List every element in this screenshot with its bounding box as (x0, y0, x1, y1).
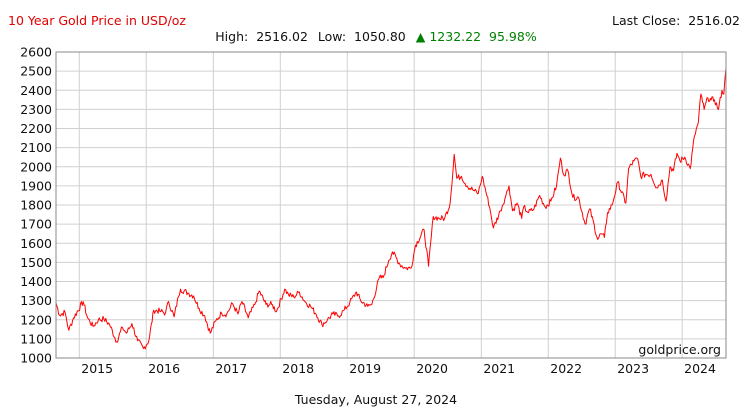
y-tick-label: 1200 (20, 312, 52, 327)
x-tick-label: 2018 (282, 361, 314, 376)
x-tick-label: 2016 (148, 361, 180, 376)
y-tick-label: 2600 (20, 45, 52, 60)
y-axis-ticks: 1000 1100 1200 1300 1400 1500 1600 1700 1800 1900… (20, 45, 52, 366)
last-close-text: Last Close: 2516.02 (612, 13, 740, 28)
y-tick-label: 2100 (20, 140, 52, 155)
y-tick-label: 1800 (20, 198, 52, 213)
y-tick-label: 1600 (20, 236, 52, 251)
last-close-label: Last Close: (612, 13, 680, 28)
x-tick-label: 2024 (684, 361, 716, 376)
price-line (55, 68, 727, 350)
date-caption: Tuesday, August 27, 2024 (294, 392, 457, 407)
grid (56, 51, 726, 359)
x-tick-label: 2017 (215, 361, 247, 376)
y-tick-label: 1300 (20, 293, 52, 308)
watermark: goldprice.org (638, 342, 721, 357)
x-tick-label: 2019 (349, 361, 381, 376)
low-label: Low: (318, 29, 346, 44)
low-value: 1050.80 (354, 29, 406, 44)
high-value: 2516.02 (256, 29, 308, 44)
x-tick-label: 2021 (483, 361, 515, 376)
x-tick-label: 2015 (81, 361, 113, 376)
y-tick-label: 2000 (20, 159, 52, 174)
change-up-icon: ▲ (416, 29, 426, 44)
stats-line: High: 2516.02 Low: 1050.80 ▲ 1232.22 95.… (215, 29, 537, 44)
plot-frame (55, 51, 727, 359)
y-tick-label: 1700 (20, 217, 52, 232)
high-label: High: (215, 29, 248, 44)
y-tick-label: 2500 (20, 64, 52, 79)
y-tick-label: 1000 (20, 351, 52, 366)
x-tick-label: 2020 (416, 361, 448, 376)
chart-title: 10 Year Gold Price in USD/oz (8, 13, 186, 28)
y-tick-label: 2400 (20, 83, 52, 98)
x-axis-ticks: 2015 2016 2017 2018 2019 2020 2021 2022 2023 2024 (81, 361, 716, 376)
y-tick-label: 1900 (20, 178, 52, 193)
change-percent: 95.98% (489, 29, 537, 44)
y-tick-label: 2300 (20, 102, 52, 117)
change-value: 1232.22 (429, 29, 481, 44)
last-close-value: 2516.02 (688, 13, 740, 28)
x-tick-label: 2022 (550, 361, 582, 376)
y-tick-label: 2200 (20, 121, 52, 136)
x-tick-label: 2023 (617, 361, 649, 376)
y-tick-label: 1400 (20, 274, 52, 289)
y-tick-label: 1500 (20, 255, 52, 270)
y-tick-label: 1100 (20, 331, 52, 346)
